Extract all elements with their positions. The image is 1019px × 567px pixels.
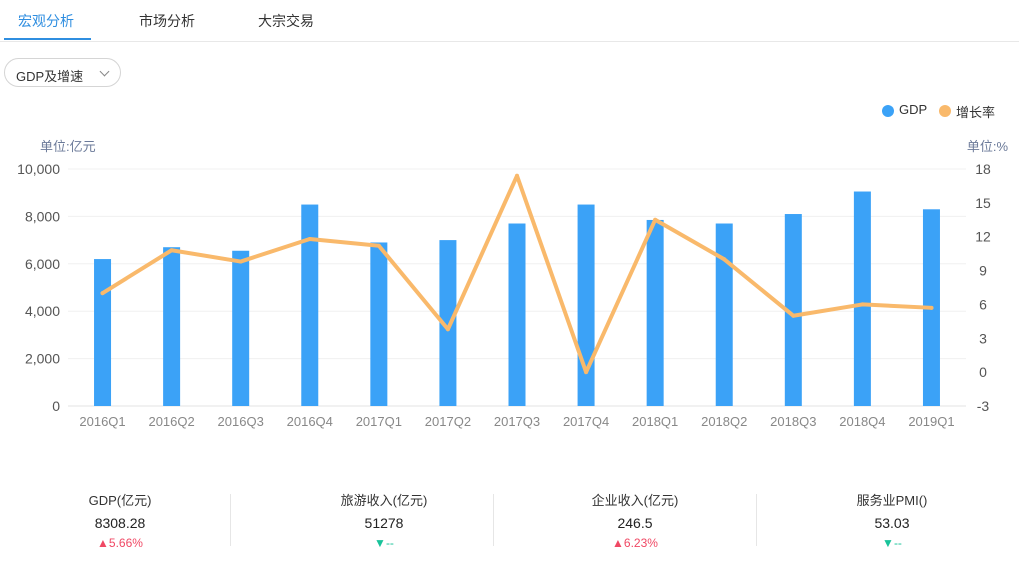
x-tick-label: 2018Q4 — [839, 414, 885, 429]
y-left-tick-label: 4,000 — [25, 303, 60, 319]
gdp-bar — [577, 204, 595, 406]
stat-pmi-name: 服务业PMI() — [856, 493, 928, 508]
tab-bar: 宏观分析 市场分析 大宗交易 — [0, 0, 1019, 42]
growth-rate-point — [100, 291, 105, 296]
stat-pmi-change: ▼-- — [772, 536, 1012, 550]
stat-enterprise-value: 246.5 — [617, 515, 653, 531]
y-right-tick-label: 0 — [979, 364, 987, 380]
gdp-bar — [784, 214, 802, 406]
tab-block-trade[interactable]: 大宗交易 — [258, 13, 314, 29]
legend-growth-swatch — [939, 105, 951, 117]
x-tick-label: 2018Q2 — [701, 414, 747, 429]
y-left-tick-label: 6,000 — [25, 256, 60, 272]
stat-pmi-change-text: -- — [893, 536, 902, 550]
stat-pmi: 服务业PMI() 53.03 ▼-- — [772, 480, 1012, 550]
y-left-unit-label: 单位:亿元 — [40, 139, 96, 154]
down-arrow-icon: ▼ — [882, 536, 894, 550]
up-arrow-icon: ▲ — [97, 536, 109, 550]
growth-rate-point — [445, 327, 450, 332]
growth-rate-point — [307, 236, 312, 241]
up-arrow-icon: ▲ — [612, 536, 624, 550]
y-right-tick-label: 15 — [975, 195, 991, 211]
growth-rate-point — [791, 313, 796, 318]
y-left-tick-label: 10,000 — [17, 161, 60, 177]
gdp-bar — [853, 191, 871, 406]
gdp-bar — [232, 250, 250, 406]
legend-gdp-label[interactable]: GDP — [899, 102, 928, 117]
gdp-bar — [439, 240, 457, 406]
growth-rate-point — [929, 305, 934, 310]
gdp-bar — [370, 242, 388, 406]
stat-divider — [493, 494, 494, 546]
growth-rate-point — [238, 259, 243, 264]
growth-rate-point — [584, 370, 589, 375]
x-tick-label: 2017Q3 — [494, 414, 540, 429]
active-tab-indicator — [4, 38, 91, 40]
gdp-bar — [715, 223, 733, 406]
stat-divider — [230, 494, 231, 546]
y-left-tick-label: 8,000 — [25, 208, 60, 224]
growth-rate-point — [169, 248, 174, 253]
stat-tourism-change-text: -- — [385, 536, 394, 550]
stat-enterprise-name: 企业收入(亿元) — [591, 493, 679, 508]
y-right-tick-label: 6 — [979, 296, 987, 312]
x-tick-label: 2016Q4 — [287, 414, 333, 429]
y-left-tick-label: 0 — [52, 398, 60, 414]
x-tick-label: 2016Q3 — [218, 414, 264, 429]
y-right-tick-label: -3 — [977, 398, 990, 414]
stat-gdp: GDP(亿元) 8308.28 ▲5.66% — [0, 480, 240, 550]
growth-rate-point — [860, 302, 865, 307]
stat-divider — [756, 494, 757, 546]
x-tick-label: 2017Q2 — [425, 414, 471, 429]
growth-rate-point — [722, 257, 727, 262]
y-left-tick-label: 2,000 — [25, 351, 60, 367]
y-right-tick-label: 3 — [979, 330, 987, 346]
gdp-bar — [508, 223, 526, 406]
growth-rate-point — [653, 217, 658, 222]
stat-pmi-value: 53.03 — [874, 515, 910, 531]
legend-growth-label[interactable]: 增长率 — [956, 105, 996, 120]
legend-gdp-swatch — [882, 105, 894, 117]
stat-tourism-name: 旅游收入(亿元) — [340, 493, 428, 508]
indicator-select[interactable]: GDP及增速 — [4, 58, 121, 87]
tab-market-analysis[interactable]: 市场分析 — [139, 13, 195, 29]
x-tick-label: 2018Q1 — [632, 414, 678, 429]
stat-enterprise: 企业收入(亿元) 246.5 ▲6.23% — [515, 480, 755, 550]
x-tick-label: 2017Q4 — [563, 414, 609, 429]
stat-gdp-change: ▲5.66% — [0, 536, 240, 550]
y-right-unit-label: 单位:% — [967, 139, 1009, 154]
stat-gdp-value: 8308.28 — [94, 515, 146, 531]
growth-rate-point — [515, 173, 519, 178]
x-tick-label: 2019Q1 — [908, 414, 954, 429]
x-tick-label: 2018Q3 — [770, 414, 816, 429]
gdp-combo-chart: 0 2,000 4,000 6,000 8,000 10,000 -3 0 3 6 9 12 15 18 单… — [17, 139, 1009, 429]
gdp-bar — [646, 219, 664, 406]
stat-tourism-change: ▼-- — [264, 536, 504, 550]
x-tick-label: 2016Q2 — [148, 414, 194, 429]
stat-tourism-value: 51278 — [364, 515, 404, 531]
indicator-select-value: GDP及增速 — [16, 69, 84, 84]
stat-tourism: 旅游收入(亿元) 51278 ▼-- — [264, 480, 504, 550]
tab-macro-analysis[interactable]: 宏观分析 — [18, 13, 74, 29]
gdp-bar — [94, 259, 112, 406]
gdp-bar — [301, 204, 319, 406]
growth-rate-point — [376, 243, 381, 248]
x-tick-label: 2017Q1 — [356, 414, 402, 429]
down-arrow-icon: ▼ — [374, 536, 386, 550]
x-tick-label: 2016Q1 — [79, 414, 125, 429]
stat-enterprise-change-text: 6.23% — [623, 536, 658, 550]
stat-gdp-change-text: 5.66% — [108, 536, 143, 550]
stat-enterprise-change: ▲6.23% — [515, 536, 755, 550]
gdp-bar — [163, 247, 181, 406]
y-right-tick-label: 9 — [979, 263, 987, 279]
y-right-tick-label: 18 — [975, 161, 991, 177]
stat-gdp-name: GDP(亿元) — [88, 493, 152, 508]
y-right-tick-label: 12 — [975, 229, 991, 245]
stats-row: GDP(亿元) 8308.28 ▲5.66% 旅游收入(亿元) 51278 ▼-… — [0, 480, 1019, 560]
